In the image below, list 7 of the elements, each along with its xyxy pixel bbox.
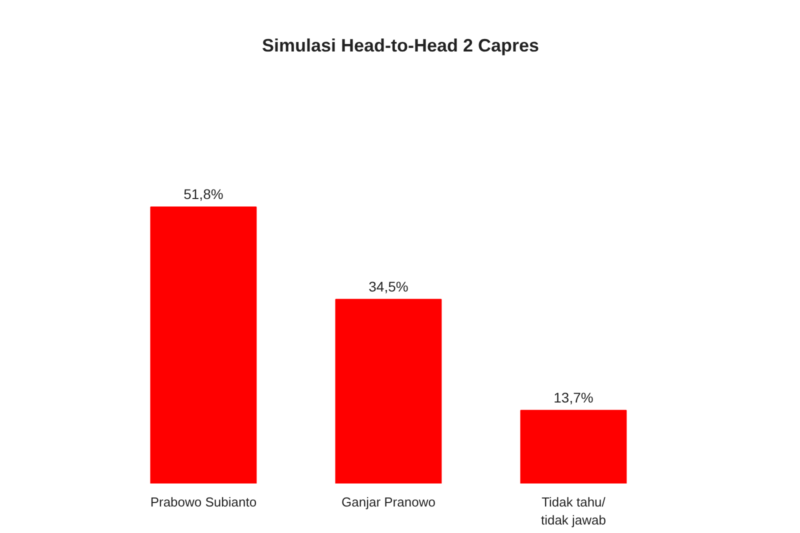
x-tick-label: Prabowo Subianto (150, 494, 257, 510)
x-tick-label: Tidak tahu/ tidak jawab (540, 494, 606, 528)
chart-title: Simulasi Head-to-Head 2 Capres (262, 36, 540, 56)
data-label: 34,5% (368, 278, 408, 294)
data-label: 13,7% (554, 389, 594, 406)
data-label: 51,8% (184, 186, 224, 202)
x-tick-label: Ganjar Pranowo (342, 494, 436, 510)
